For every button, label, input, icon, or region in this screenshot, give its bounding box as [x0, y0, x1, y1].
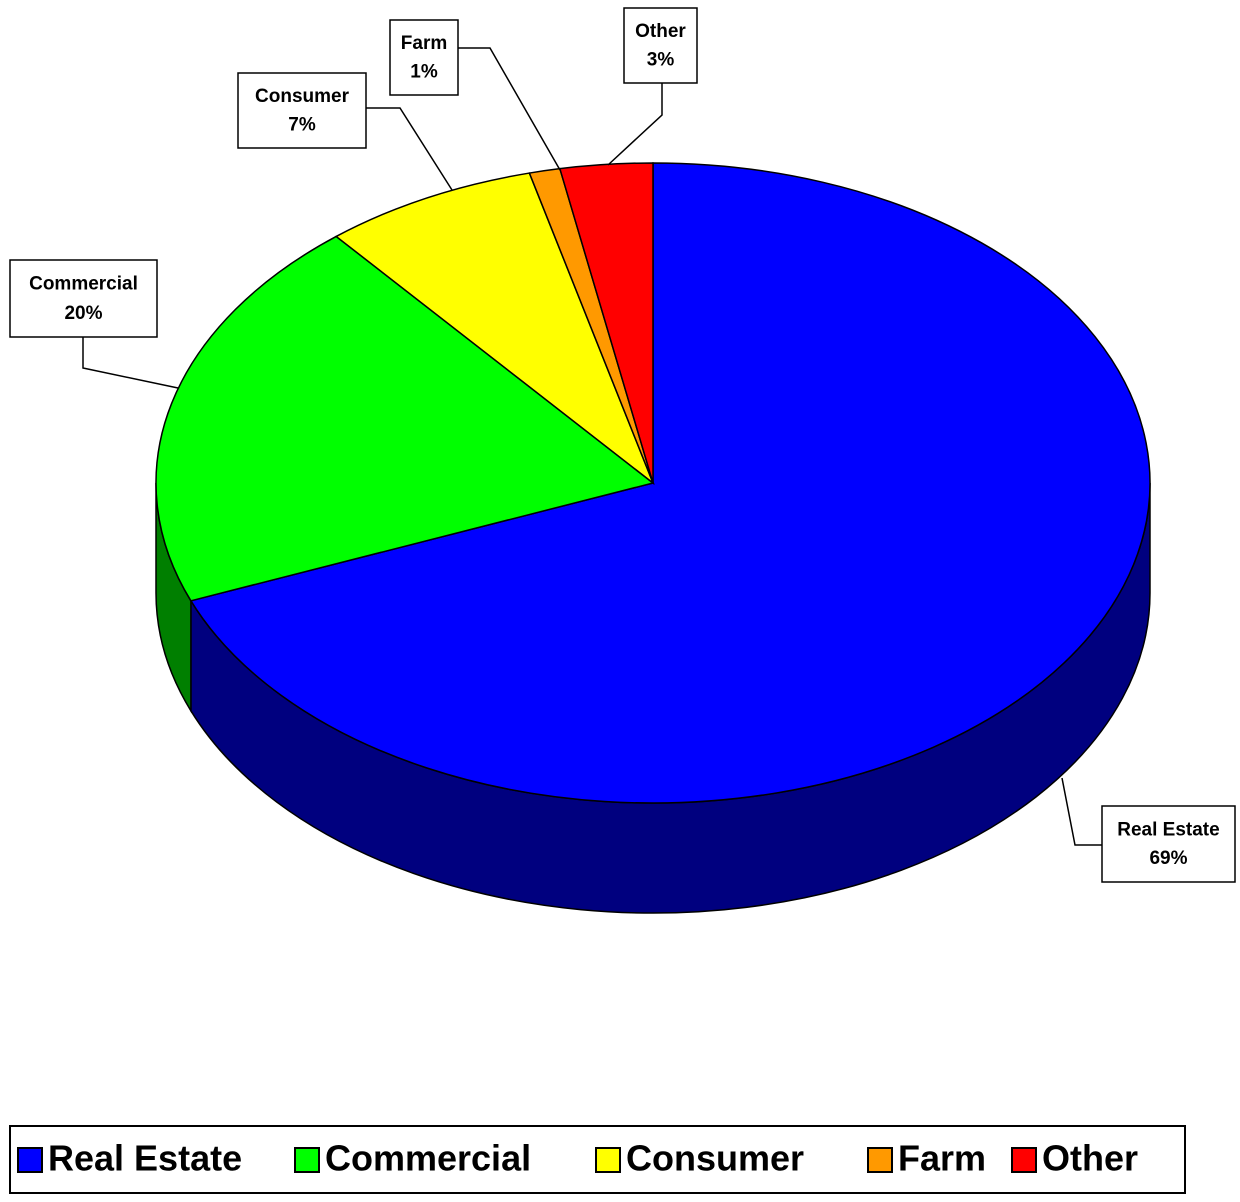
- data-label-box: [1101, 805, 1236, 883]
- data-label-value: 69%: [1149, 848, 1187, 869]
- data-label-box: [9, 259, 158, 338]
- data-label-name: Commercial: [29, 274, 138, 295]
- legend-swatch: [595, 1147, 621, 1173]
- leader-line: [366, 107, 453, 191]
- data-label-value: 7%: [288, 115, 316, 136]
- data-label-value: 1%: [410, 62, 438, 83]
- data-label-box: [389, 19, 459, 96]
- leader-line: [607, 83, 663, 166]
- data-label-box: [237, 72, 367, 149]
- leader-line: [1061, 777, 1102, 846]
- data-label-name: Real Estate: [1117, 819, 1219, 840]
- data-label-value: 3%: [647, 50, 675, 71]
- legend-swatch: [867, 1147, 893, 1173]
- legend-label: Real Estate: [48, 1138, 242, 1179]
- data-label-name: Farm: [401, 33, 447, 54]
- data-label-name: Other: [635, 21, 686, 42]
- leader-line: [82, 337, 179, 389]
- pie-slice: [155, 235, 655, 602]
- legend-swatch: [294, 1147, 320, 1173]
- data-label-value: 20%: [64, 303, 102, 324]
- legend-swatch: [17, 1147, 43, 1173]
- pie-slice: [189, 162, 1151, 804]
- legend-label: Commercial: [325, 1138, 531, 1179]
- legend-label: Farm: [898, 1138, 986, 1179]
- legend-swatch: [1011, 1147, 1037, 1173]
- legend-label: Other: [1042, 1138, 1138, 1179]
- data-label-box: [623, 7, 698, 84]
- leader-line: [458, 47, 561, 171]
- data-label-name: Consumer: [255, 86, 350, 107]
- pie-slice: [334, 172, 655, 486]
- legend-label: Consumer: [626, 1138, 804, 1179]
